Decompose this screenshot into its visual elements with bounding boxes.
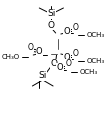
Text: O: O <box>50 60 57 69</box>
Text: Si: Si <box>39 72 47 81</box>
Text: OCH₃: OCH₃ <box>87 32 105 38</box>
Text: Si: Si <box>47 10 56 18</box>
Text: O: O <box>28 42 34 52</box>
Text: CH₃O: CH₃O <box>1 54 19 60</box>
Text: OCH₃: OCH₃ <box>80 69 98 75</box>
Text: O: O <box>73 22 78 32</box>
Text: O: O <box>64 27 70 35</box>
Text: O: O <box>48 21 55 30</box>
Text: O: O <box>36 47 43 56</box>
Text: OCH₃: OCH₃ <box>87 58 105 64</box>
Text: O: O <box>57 64 63 72</box>
Text: O: O <box>64 52 70 61</box>
Text: O: O <box>66 60 72 69</box>
Text: O: O <box>73 49 78 58</box>
